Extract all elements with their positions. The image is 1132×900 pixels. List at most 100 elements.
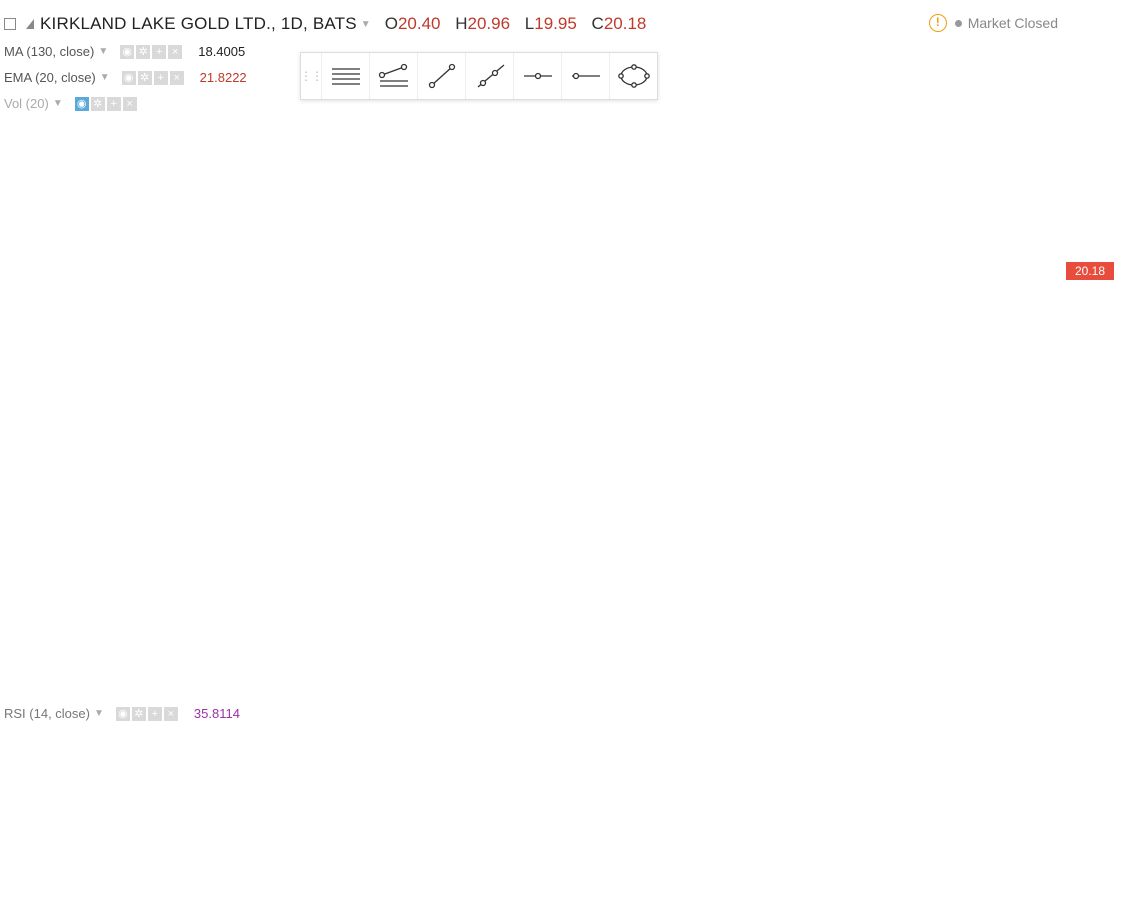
candle-body xyxy=(358,310,365,353)
rsi-close-icon[interactable]: × xyxy=(163,706,178,721)
candle-body xyxy=(49,580,55,607)
rsi-dropdown-icon[interactable]: ▼ xyxy=(93,708,104,719)
vol-settings-icon[interactable]: ✲ xyxy=(90,96,105,111)
candle-body xyxy=(453,371,460,382)
candle-body xyxy=(301,453,307,467)
vol-add-icon[interactable]: + xyxy=(106,96,121,111)
candle-body xyxy=(616,263,622,277)
title-legend: KIRKLAND LAKE GOLD LTD., 1D, BATS ▼ O20.… xyxy=(4,14,656,34)
candle-body xyxy=(133,564,139,591)
candle-body xyxy=(448,352,454,372)
candle-body xyxy=(505,355,512,378)
trend-lines-tool-icon[interactable] xyxy=(369,53,417,99)
rsi-label[interactable]: RSI (14, close) xyxy=(4,706,90,721)
candle-body xyxy=(416,323,423,331)
vol-close-icon[interactable]: × xyxy=(122,96,137,111)
horizontal-line-tool-icon[interactable] xyxy=(561,53,609,99)
ema-dropdown-icon[interactable]: ▼ xyxy=(99,72,110,83)
toolbar-grip-icon[interactable]: ⋮⋮ xyxy=(300,69,323,83)
lower-trendline xyxy=(718,196,1065,353)
candle-body xyxy=(642,260,649,264)
candle-body xyxy=(673,190,680,220)
rsi-add-icon[interactable]: + xyxy=(147,706,162,721)
time-tick-label: Sep xyxy=(907,873,930,888)
rsi-settings-icon[interactable]: ✲ xyxy=(131,706,146,721)
candle-body xyxy=(542,307,549,334)
candle-body xyxy=(631,279,638,287)
ema-close-icon[interactable]: × xyxy=(169,70,184,85)
ma-dropdown-icon[interactable]: ▼ xyxy=(98,46,109,57)
candle-body xyxy=(715,136,722,166)
candle-body xyxy=(7,554,13,566)
candle-body xyxy=(117,567,124,591)
candle-body xyxy=(238,475,244,493)
warning-icon[interactable]: ! xyxy=(928,14,947,32)
candle-body xyxy=(490,355,496,385)
candle-body xyxy=(563,256,570,283)
symbol-toggle-icon[interactable] xyxy=(26,19,34,29)
candle-body xyxy=(778,152,785,182)
candle-body xyxy=(343,348,349,372)
price-tick-label: 23.00 xyxy=(1072,85,1105,100)
ellipse-tool-icon[interactable] xyxy=(609,53,657,99)
symbol-collapse-icon[interactable] xyxy=(4,18,16,30)
candle-body xyxy=(264,516,271,537)
ray-tool-icon[interactable] xyxy=(465,53,513,99)
symbol-dropdown-icon[interactable]: ▼ xyxy=(360,18,371,30)
candle-body xyxy=(248,513,255,537)
candle-body xyxy=(427,307,433,356)
price-tick-label: 22.00 xyxy=(1072,149,1105,164)
rsi-tick-label: 40.0000 xyxy=(1070,795,1117,810)
candle-body xyxy=(532,352,538,366)
rsi-line xyxy=(10,719,793,813)
line-tool-icon[interactable] xyxy=(417,53,465,99)
ma-value: 18.4005 xyxy=(198,44,246,59)
ema-add-icon[interactable]: + xyxy=(153,70,168,85)
rsi-tick-label: 80.0000 xyxy=(1070,696,1117,711)
ma-add-icon[interactable]: + xyxy=(152,44,167,59)
ma-settings-icon[interactable]: ✲ xyxy=(136,44,151,59)
vol-label[interactable]: Vol (20) xyxy=(4,96,49,111)
rsi-legend: RSI (14, close) ▼ ◉ ✲ + × 35.8114 xyxy=(4,706,240,721)
ma-eye-icon[interactable]: ◉ xyxy=(120,44,135,59)
candle-body xyxy=(526,364,533,375)
candle-body xyxy=(595,253,601,271)
candle-body xyxy=(227,456,234,470)
symbol-title[interactable]: KIRKLAND LAKE GOLD LTD., 1D, BATS xyxy=(40,14,357,33)
ema-label[interactable]: EMA (20, close) xyxy=(4,70,96,85)
rsi-eye-icon[interactable]: ◉ xyxy=(115,706,130,721)
candle-body xyxy=(647,244,654,264)
ema-eye-icon[interactable]: ◉ xyxy=(121,70,136,85)
market-status-label: Market Closed xyxy=(967,15,1058,31)
candle-body xyxy=(726,152,733,160)
price-tick-label: 24.00 xyxy=(1072,22,1105,37)
candle-body xyxy=(322,402,328,413)
ema-settings-icon[interactable]: ✲ xyxy=(137,70,152,85)
horizontal-ray-tool-icon[interactable] xyxy=(513,53,561,99)
price-tick-label: 17.00 xyxy=(1072,466,1105,481)
candle-body xyxy=(337,367,344,404)
vol-eye-icon[interactable]: ◉ xyxy=(74,96,89,111)
ma-130-line xyxy=(9,383,966,648)
candle-body xyxy=(721,146,727,166)
vol-legend: Vol (20) ▼ ◉ ✲ + × xyxy=(4,96,139,111)
candle-body xyxy=(784,180,790,207)
ma-label[interactable]: MA (130, close) xyxy=(4,44,95,59)
candle-body xyxy=(799,155,806,160)
candle-body xyxy=(190,459,197,518)
candle-body xyxy=(925,142,932,160)
vol-dropdown-icon[interactable]: ▼ xyxy=(52,98,63,109)
low-value: 19.95 xyxy=(534,14,577,33)
candle-body xyxy=(579,275,586,283)
candle-body xyxy=(637,269,643,287)
candle-body xyxy=(379,307,386,325)
ohlc-readout: O20.40 H20.96 L19.95 C20.18 xyxy=(385,14,657,34)
ma-close-icon[interactable]: × xyxy=(168,44,183,59)
candle-body xyxy=(316,402,323,413)
candles-group xyxy=(7,38,969,629)
candle-body xyxy=(899,76,906,78)
horizontal-lines-tool-icon[interactable] xyxy=(321,53,369,99)
candle-body xyxy=(936,142,943,147)
price-tick-label: 14.00 xyxy=(1072,656,1105,671)
